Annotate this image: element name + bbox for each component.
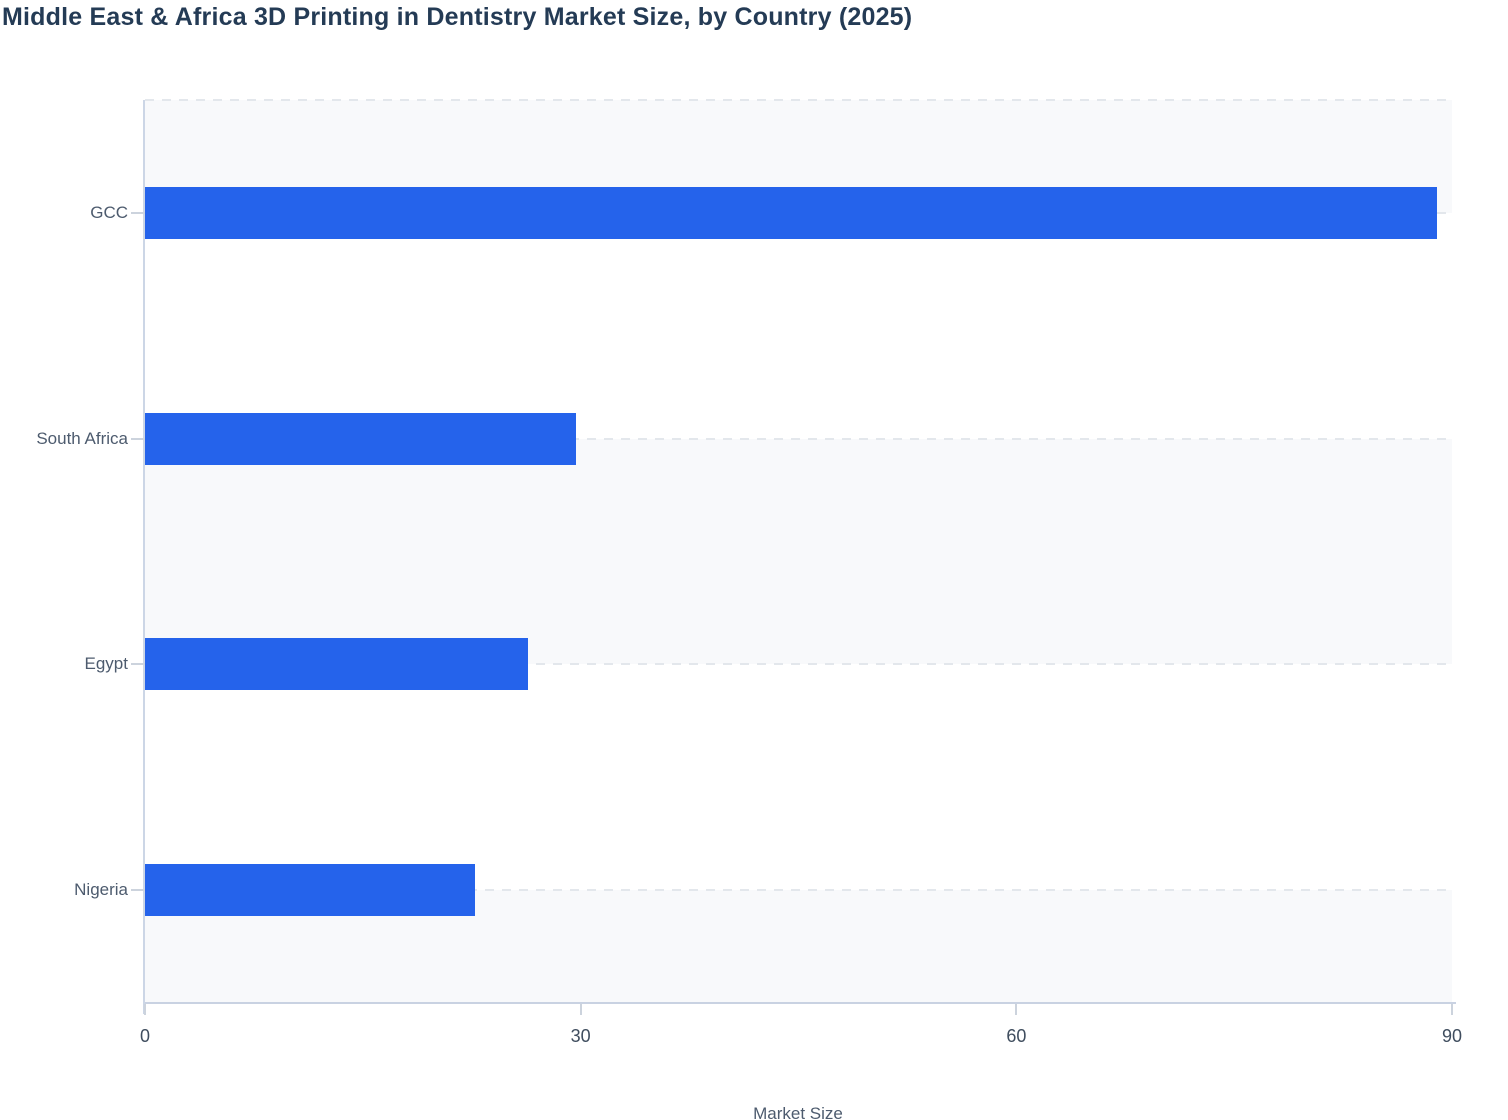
bar-nigeria	[145, 864, 475, 917]
dashed-gridline	[145, 437, 1452, 440]
y-tick	[131, 889, 145, 892]
y-tick	[131, 211, 145, 214]
x-tick	[1451, 1004, 1453, 1015]
dashed-gridline	[145, 889, 1452, 892]
plot-area	[145, 99, 1452, 1003]
y-tick	[131, 663, 145, 666]
dashed-gridline	[145, 663, 1452, 666]
x-tick-label: 60	[1006, 1026, 1027, 1046]
x-tick-label: 90	[1441, 1026, 1463, 1046]
x-axis-title: Market Size	[753, 1104, 843, 1120]
bar-egypt	[145, 638, 529, 691]
x-tick	[144, 1004, 146, 1015]
y-tick	[131, 437, 145, 440]
category-label: Egypt	[84, 654, 128, 674]
x-tick	[579, 1004, 582, 1015]
category-label: Nigeria	[74, 880, 128, 900]
alternating-band	[145, 438, 1452, 665]
dashed-gridline	[145, 99, 1452, 101]
x-tick-label: 30	[570, 1026, 591, 1046]
category-label: GCC	[90, 202, 128, 222]
y-axis-line	[143, 100, 145, 1014]
x-tick-label: 0	[139, 1026, 150, 1046]
bar-south-africa	[145, 412, 577, 465]
category-label: South Africa	[36, 428, 128, 448]
x-tick	[1015, 1004, 1018, 1015]
chart-title: Middle East & Africa 3D Printing in Dent…	[2, 3, 913, 31]
x-axis-line	[145, 1002, 1456, 1004]
bar-gcc	[145, 186, 1438, 239]
